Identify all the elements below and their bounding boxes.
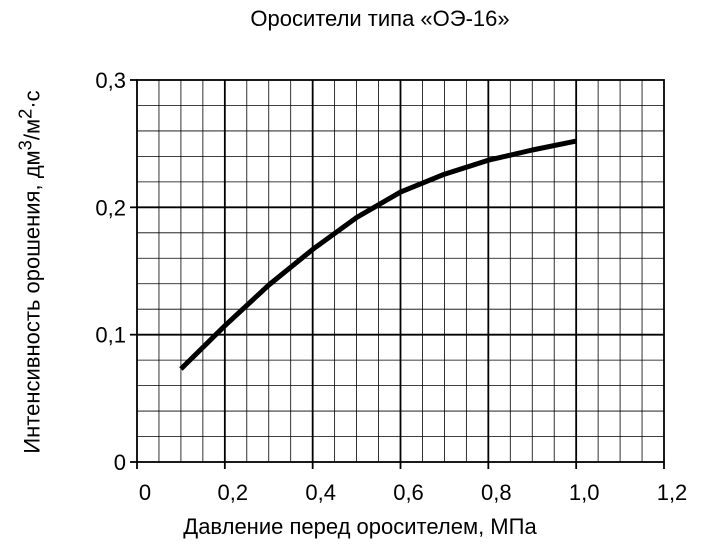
y-tick-label: 0 xyxy=(114,450,126,475)
x-tick-label: 1,2 xyxy=(657,480,688,505)
y-tick-label: 0,1 xyxy=(95,323,126,348)
x-tick-label: 0,8 xyxy=(481,480,512,505)
x-tick-label: 0,4 xyxy=(305,480,336,505)
x-tick-label: 0,6 xyxy=(393,480,424,505)
x-tick-label: 0 xyxy=(139,480,151,505)
y-tick-label: 0,3 xyxy=(95,68,126,93)
x-tick-label: 1,0 xyxy=(569,480,600,505)
series-line xyxy=(179,138,577,371)
x-tick-label: 0,2 xyxy=(218,480,249,505)
chart-title: Оросители типа «ОЭ-16» xyxy=(250,6,510,31)
y-tick-label: 0,2 xyxy=(95,195,126,220)
x-axis-label: Давление перед оросителем, МПа xyxy=(183,514,537,539)
